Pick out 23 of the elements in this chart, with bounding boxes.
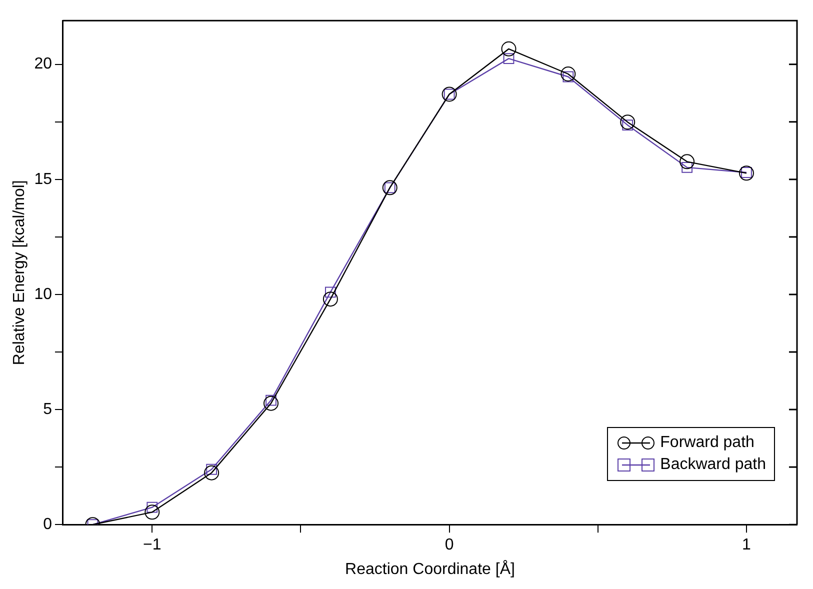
- y-tick-label: 0: [43, 516, 52, 534]
- point: [322, 292, 338, 307]
- y-tick-label: 20: [34, 56, 52, 73]
- point: [501, 41, 516, 56]
- point: [738, 166, 754, 181]
- legend-label: Backward path: [660, 455, 766, 475]
- point: [560, 66, 576, 82]
- point: [204, 465, 220, 480]
- legend-label: Forward path: [660, 433, 754, 453]
- point: [264, 396, 279, 411]
- point: [325, 286, 336, 298]
- x-tick-label: −1: [143, 536, 162, 554]
- x-tick-label: 1: [742, 536, 752, 554]
- point: [503, 53, 514, 64]
- y-tick-label: 5: [43, 400, 52, 418]
- x-axis-title: Reaction Coordinate [Å]: [345, 560, 515, 578]
- x-tick-label: 0: [444, 536, 454, 554]
- point: [620, 114, 636, 130]
- y-tick-label: 10: [34, 286, 52, 303]
- point: [144, 504, 160, 520]
- y-tick-label: 15: [34, 170, 52, 188]
- point: [680, 154, 695, 170]
- y-axis-title: Relative Energy [kcal/mol]: [11, 180, 28, 366]
